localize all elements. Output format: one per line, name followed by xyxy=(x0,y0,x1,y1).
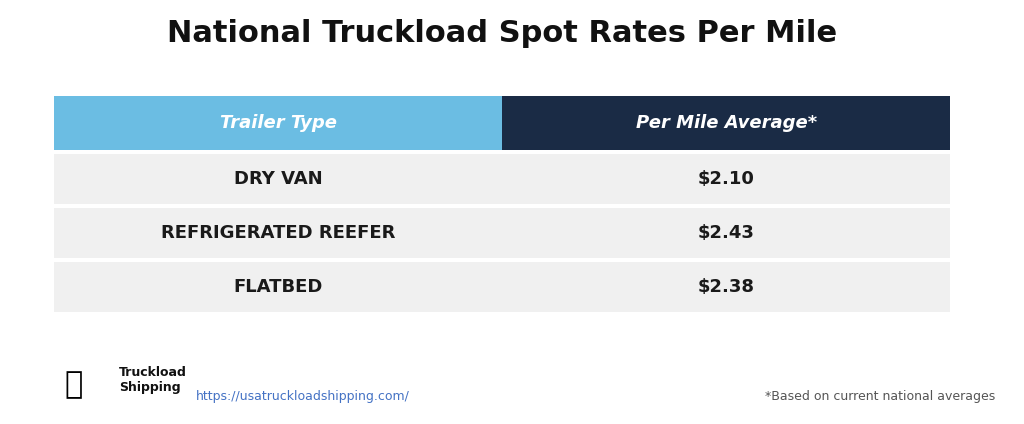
Text: https://usatruckloadshipping.com/: https://usatruckloadshipping.com/ xyxy=(196,391,410,404)
FancyBboxPatch shape xyxy=(502,262,950,312)
Text: $2.43: $2.43 xyxy=(697,224,755,242)
Text: Trailer Type: Trailer Type xyxy=(219,114,337,131)
Text: $2.38: $2.38 xyxy=(697,278,755,296)
Text: DRY VAN: DRY VAN xyxy=(233,170,323,188)
FancyBboxPatch shape xyxy=(54,96,502,150)
FancyBboxPatch shape xyxy=(502,154,950,204)
Text: National Truckload Spot Rates Per Mile: National Truckload Spot Rates Per Mile xyxy=(167,19,837,48)
Text: Truckload
Shipping: Truckload Shipping xyxy=(119,366,186,394)
Text: REFRIGERATED REEFER: REFRIGERATED REEFER xyxy=(161,224,395,242)
Text: Per Mile Average*: Per Mile Average* xyxy=(636,114,817,131)
FancyBboxPatch shape xyxy=(54,154,502,204)
Text: *Based on current national averages: *Based on current national averages xyxy=(765,391,995,404)
Text: 🚛: 🚛 xyxy=(65,370,83,399)
FancyBboxPatch shape xyxy=(54,208,502,258)
Text: FLATBED: FLATBED xyxy=(233,278,323,296)
FancyBboxPatch shape xyxy=(502,96,950,150)
FancyBboxPatch shape xyxy=(54,262,502,312)
FancyBboxPatch shape xyxy=(502,208,950,258)
Text: $2.10: $2.10 xyxy=(697,170,755,188)
